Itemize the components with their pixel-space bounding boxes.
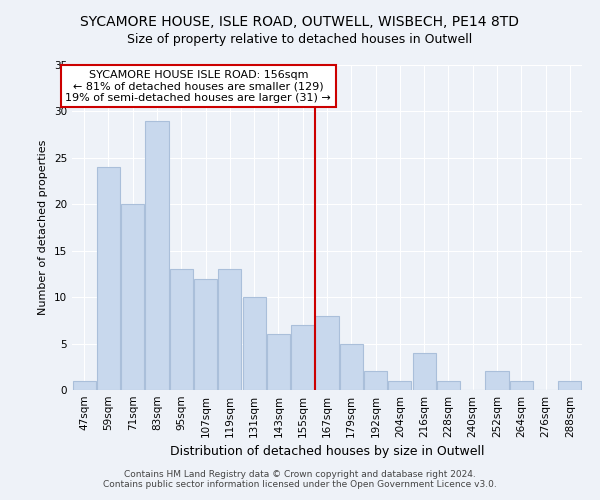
Text: Contains HM Land Registry data © Crown copyright and database right 2024.
Contai: Contains HM Land Registry data © Crown c… — [103, 470, 497, 489]
Text: SYCAMORE HOUSE, ISLE ROAD, OUTWELL, WISBECH, PE14 8TD: SYCAMORE HOUSE, ISLE ROAD, OUTWELL, WISB… — [80, 15, 520, 29]
Bar — [388, 380, 412, 390]
Bar — [559, 380, 581, 390]
Bar — [316, 316, 338, 390]
Bar — [170, 270, 193, 390]
Bar — [364, 372, 387, 390]
X-axis label: Distribution of detached houses by size in Outwell: Distribution of detached houses by size … — [170, 446, 484, 458]
Bar — [267, 334, 290, 390]
Bar — [485, 372, 509, 390]
Bar — [291, 325, 314, 390]
Bar — [510, 380, 533, 390]
Bar — [121, 204, 144, 390]
Text: SYCAMORE HOUSE ISLE ROAD: 156sqm
← 81% of detached houses are smaller (129)
19% : SYCAMORE HOUSE ISLE ROAD: 156sqm ← 81% o… — [65, 70, 331, 103]
Bar — [340, 344, 363, 390]
Bar — [145, 120, 169, 390]
Bar — [194, 278, 217, 390]
Bar — [73, 380, 95, 390]
Bar — [413, 353, 436, 390]
Bar — [218, 270, 241, 390]
Bar — [242, 297, 266, 390]
Text: Size of property relative to detached houses in Outwell: Size of property relative to detached ho… — [127, 32, 473, 46]
Bar — [97, 167, 120, 390]
Bar — [437, 380, 460, 390]
Y-axis label: Number of detached properties: Number of detached properties — [38, 140, 49, 315]
